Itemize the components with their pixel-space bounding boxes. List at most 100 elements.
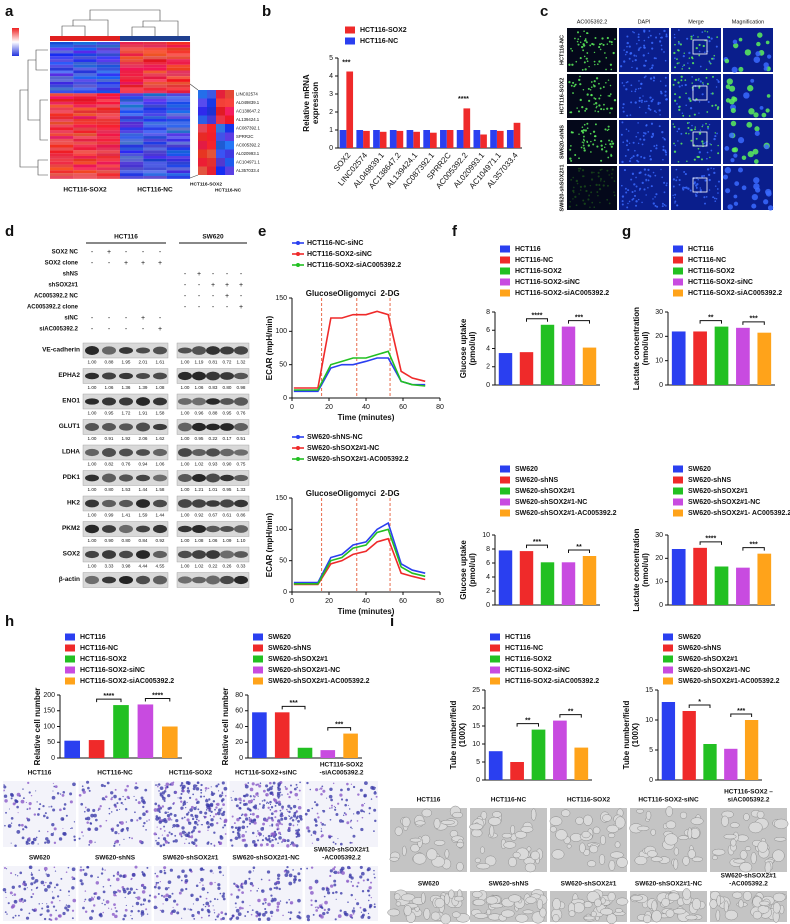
protein-label: ENO1 [62, 398, 80, 405]
stained-cell [258, 785, 261, 788]
stained-cell [251, 799, 254, 802]
cell-dot [622, 203, 624, 205]
stained-cell [23, 881, 26, 884]
stained-cell [290, 791, 293, 794]
cell-dot [622, 107, 624, 109]
tube-mesh [646, 811, 651, 819]
stained-cell [97, 896, 101, 900]
tube-mesh [721, 816, 728, 827]
stained-cell [367, 890, 369, 892]
heatmap-cell [120, 170, 143, 173]
stained-cell [337, 838, 338, 839]
tube-mesh [710, 900, 718, 909]
tube-mesh [587, 861, 596, 867]
cell-dot [638, 49, 640, 51]
legend-swatch [663, 634, 673, 641]
heatmap-cell [167, 48, 190, 51]
heatmap-cell [50, 62, 73, 65]
bar [447, 130, 454, 148]
stained-cell [214, 898, 216, 900]
cell-dot [674, 100, 676, 102]
blot-band [192, 550, 206, 559]
bar [724, 749, 737, 780]
cell-dot [582, 175, 584, 177]
heatmap-cell [97, 147, 120, 150]
heatmap-cell [97, 145, 120, 148]
cell-dot [696, 138, 698, 140]
image-caption: HCT116-NC [491, 797, 527, 804]
stained-cell [190, 835, 193, 838]
band-ratio: 0.99 [105, 513, 114, 518]
stained-cell [122, 888, 125, 891]
cell-dot [636, 155, 638, 157]
blot-band [178, 576, 192, 583]
blot-band [220, 346, 234, 354]
condition-label: AC005392.2 clone [27, 305, 79, 311]
condition-sign: + [141, 315, 145, 322]
cell-dot [629, 143, 630, 144]
cell-dot [703, 84, 705, 86]
cell-dot [629, 45, 631, 47]
cell-dot [644, 101, 646, 103]
stained-cell [174, 835, 176, 837]
bar [423, 130, 430, 148]
band-ratio: 0.80 [122, 538, 131, 543]
y-axis-label: (pmol/ul) [468, 331, 477, 365]
cell-dot [575, 84, 577, 86]
stained-cell [271, 812, 274, 815]
stained-cell [299, 790, 301, 792]
cell-dot [593, 131, 595, 133]
heatmap-cell [167, 162, 190, 165]
stained-cell [141, 796, 144, 799]
band-ratio: 1.06 [209, 538, 218, 543]
zoom-heatmap-cell [216, 167, 225, 176]
gene-label: AL049839.1 [236, 100, 260, 105]
stained-cell [253, 866, 256, 869]
cell-dot [590, 191, 592, 193]
heatmap-cell [73, 105, 96, 108]
cell-dot [684, 187, 686, 189]
stained-cell [3, 888, 6, 891]
stained-cell [277, 820, 279, 822]
stained-cell [50, 919, 52, 921]
cell-dot [591, 172, 593, 174]
heatmap-cell [143, 133, 166, 136]
cell-dot [642, 182, 644, 184]
tube-mesh [683, 856, 690, 865]
stained-cell [282, 839, 285, 842]
heatmap-cell [167, 59, 190, 62]
cell-dot [598, 184, 600, 186]
cell-dot [639, 97, 641, 99]
cell-dot [714, 135, 716, 137]
heatmap-cell [73, 142, 96, 145]
condition-sign: - [212, 271, 215, 278]
stained-cell [362, 817, 364, 819]
stained-cell [242, 907, 244, 909]
stained-cell [127, 830, 129, 832]
stained-cell [44, 888, 48, 892]
cell-dot [576, 204, 578, 206]
heatmap-cell [50, 159, 73, 162]
stained-cell [13, 802, 16, 805]
stained-cell [263, 898, 266, 901]
y-axis-label: expression [311, 82, 320, 124]
cell-dot [610, 85, 612, 87]
stained-cell [271, 839, 273, 841]
tube-mesh [631, 895, 643, 900]
heatmap-cell [73, 85, 96, 88]
stained-cell [101, 872, 103, 874]
stained-cell [326, 911, 329, 914]
stained-cell [70, 800, 73, 803]
legend-label: HCT116-NC [80, 645, 118, 652]
stained-cell [29, 912, 31, 914]
stained-cell [287, 839, 290, 842]
band-ratio: 1.95 [122, 360, 131, 365]
bar [430, 133, 437, 148]
cell-dot [660, 169, 661, 170]
cell-dot [644, 76, 646, 78]
image-caption: SW620 [418, 881, 440, 888]
cell-dot [635, 101, 637, 103]
cell-dot [581, 147, 583, 149]
stained-cell [184, 843, 185, 844]
cell-dot [620, 65, 622, 67]
